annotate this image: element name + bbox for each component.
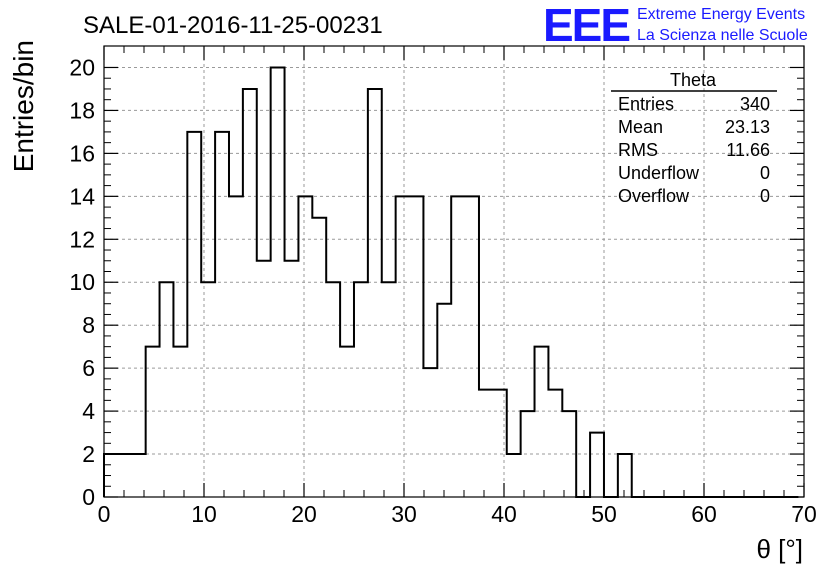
x-tick-labels: 0 10 20 30 40 50 60 70 <box>98 501 817 527</box>
x-tick-label: 20 <box>291 501 317 527</box>
x-tick-label: 10 <box>191 501 217 527</box>
logo-mark: EEE <box>543 0 629 51</box>
y-tick-labels: 0 2 4 6 8 10 12 14 16 18 20 <box>69 54 95 510</box>
axis-ticks <box>103 46 805 498</box>
stats-label-underflow: Underflow <box>618 163 700 183</box>
y-tick-label: 12 <box>69 226 95 252</box>
x-tick-label: 30 <box>391 501 417 527</box>
x-tick-label: 70 <box>791 501 817 527</box>
x-axis-label: θ [°] <box>756 534 803 564</box>
logo-line-1: Extreme Energy Events <box>637 6 805 23</box>
stats-title: Theta <box>670 70 717 90</box>
y-axis-label: Entries/bin <box>8 40 39 172</box>
stats-box: Theta Entries 340 Mean 23.13 RMS 11.66 U… <box>611 70 777 206</box>
stats-value-mean: 23.13 <box>725 117 770 137</box>
plot-frame <box>103 45 805 498</box>
x-tick-label: 40 <box>491 501 517 527</box>
stats-label-rms: RMS <box>618 140 658 160</box>
stats-value-underflow: 0 <box>760 163 770 183</box>
y-tick-label: 14 <box>69 183 95 209</box>
x-tick-label: 50 <box>591 501 617 527</box>
logo-line-2: La Scienza nelle Scuole <box>637 27 808 44</box>
y-tick-label: 4 <box>82 398 95 424</box>
y-tick-label: 10 <box>69 269 95 295</box>
eee-logo: EEE Extreme Energy Events La Scienza nel… <box>543 0 808 51</box>
y-tick-label: 0 <box>82 484 95 510</box>
stats-label-mean: Mean <box>618 117 663 137</box>
stats-value-rms: 11.66 <box>726 140 770 160</box>
y-tick-label: 6 <box>82 355 95 381</box>
stats-label-overflow: Overflow <box>618 186 690 206</box>
histogram-outline <box>103 66 799 498</box>
y-tick-label: 16 <box>69 140 95 166</box>
chart-title: SALE-01-2016-11-25-00231 <box>83 12 383 39</box>
grid-lines <box>104 46 804 497</box>
stats-value-entries: 340 <box>740 94 770 114</box>
y-tick-label: 20 <box>69 54 95 80</box>
stats-value-overflow: 0 <box>760 186 770 206</box>
y-tick-label: 8 <box>82 312 95 338</box>
x-tick-label: 60 <box>691 501 717 527</box>
stats-label-entries: Entries <box>618 94 674 114</box>
x-tick-label: 0 <box>98 501 111 527</box>
y-tick-label: 18 <box>69 97 95 123</box>
y-tick-label: 2 <box>82 441 95 467</box>
